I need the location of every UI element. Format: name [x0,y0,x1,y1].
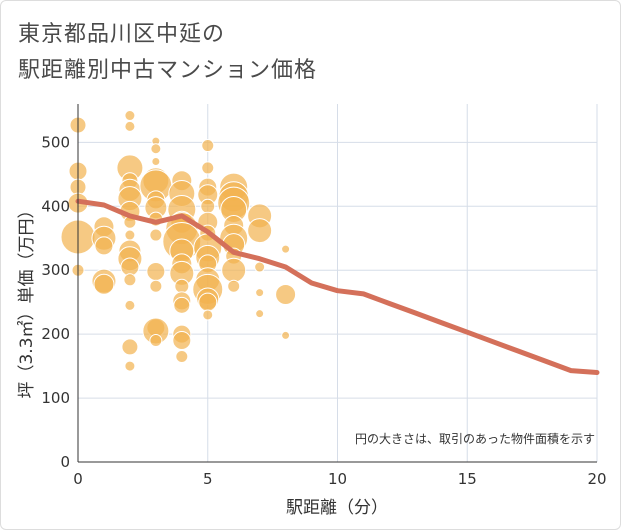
bubble [254,261,266,273]
bubble [198,292,218,312]
y-tick-label: 100 [41,389,70,407]
bubble [201,161,215,175]
bubble [281,244,291,254]
bubble [201,139,215,153]
x-tick-label: 0 [73,470,83,488]
bubble [124,120,136,132]
bubble [124,299,136,311]
bubble [93,273,115,295]
bubble [121,338,139,356]
bubble [94,236,114,256]
bubble [149,279,163,293]
bubble [200,198,216,214]
x-tick-label: 10 [328,470,347,488]
bubble [221,257,247,283]
bubble [255,309,265,319]
bubble [202,309,214,321]
y-tick-label: 400 [41,197,70,215]
bubble [281,330,291,340]
y-tick-label: 0 [60,453,70,471]
y-tick-label: 300 [41,261,70,279]
x-tick-label: 20 [587,470,606,488]
x-tick-label: 15 [458,470,477,488]
bubble [124,110,136,122]
bubble [172,331,192,351]
bubble-size-note: 円の大きさは、取引のあった物件面積を示す [355,431,595,446]
trend-line [75,198,600,375]
y-tick-label: 200 [41,325,70,343]
bubble [173,296,191,314]
chart-title-line2: 駅距離別中古マンション価格 [18,58,318,83]
y-tick-label: 500 [41,133,70,151]
bubble [123,273,137,287]
y-axis-label: 坪（3.3㎡）単価（万円） [17,201,37,398]
x-axis-label: 駅距離（分） [286,498,388,518]
bubble [150,143,162,155]
bubble [124,229,136,241]
bubble [174,278,190,294]
bubble [149,228,163,242]
bubble [247,218,273,244]
trend-line-group [75,198,600,375]
bubble [275,284,297,306]
x-tick-label: 5 [203,470,213,488]
bubble [124,360,136,372]
bubbles [60,110,297,372]
bubble [255,288,265,298]
bubble [149,334,163,348]
chart-title-line1: 東京都品川区中延の [18,22,226,47]
bubble [175,350,189,364]
bubble [227,279,241,293]
bubble [146,261,166,281]
bubble [151,157,161,167]
